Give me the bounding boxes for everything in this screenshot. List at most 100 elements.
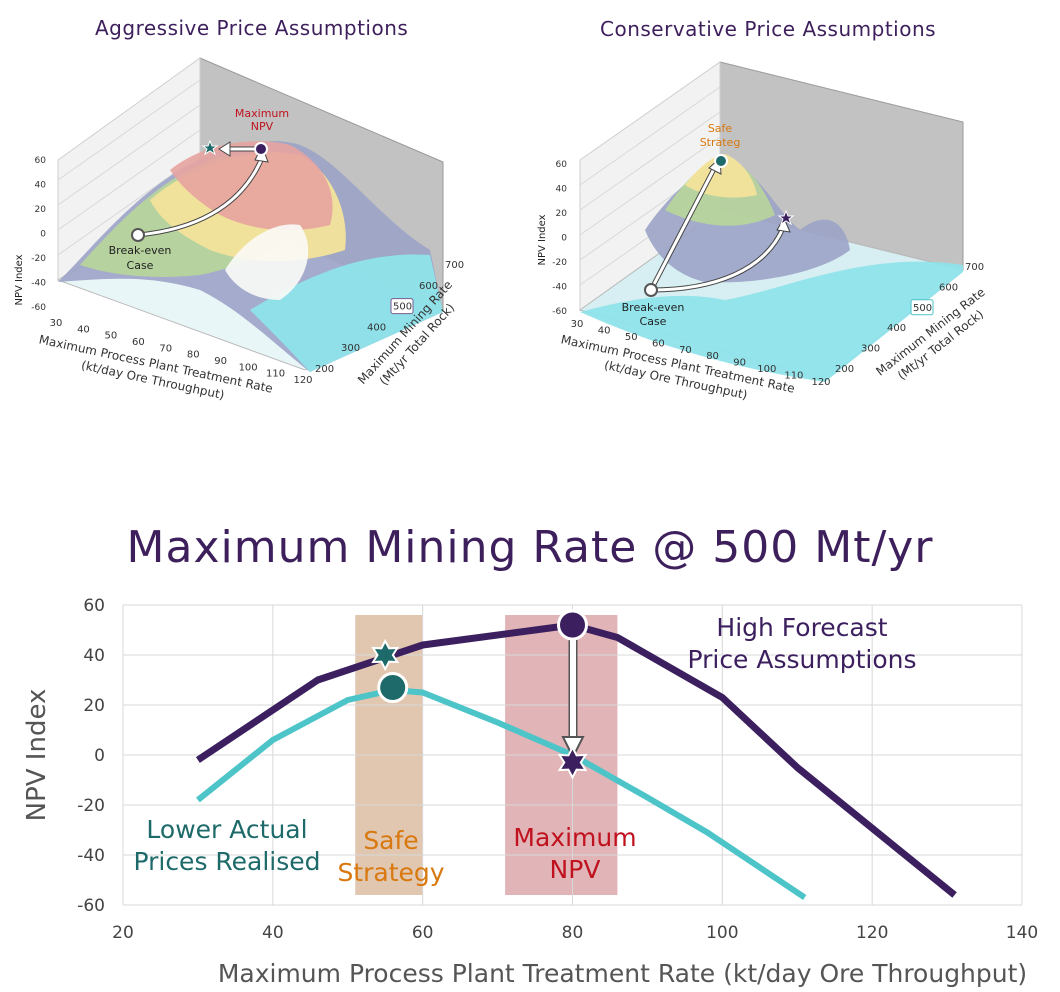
y-tick-label: 300 [861,344,880,355]
y-tick-label: 0 [94,746,105,766]
z-tick-label: 40 [35,181,47,191]
x-tick-label: 30 [571,319,584,330]
lower-actual-label-1: Lower Actual [146,815,307,844]
z-tick-label: -40 [552,283,567,293]
x-tick-label: 80 [706,351,719,362]
x-tick-label: 120 [811,377,830,388]
x-tick-label: 40 [77,324,90,335]
x-tick-label: 80 [562,923,584,943]
y-tick-label: 500 [393,302,412,313]
high-forecast-line [195,621,957,898]
z-tick-label: -20 [552,258,567,268]
x-tick-label: 80 [187,350,200,361]
z-tick-label: 0 [561,234,567,244]
x-tick-label: 30 [50,318,63,329]
chart-title: Maximum Mining Rate @ 500 Mt/yr [126,522,934,573]
y-tick-label: 400 [887,323,906,334]
highlight-tick-box [910,299,934,316]
break-even-annotation-2: Case [127,259,154,272]
max-npv-label-1: Maximum [513,823,636,852]
lower-actual-label-2: Prices Realised [133,847,320,876]
x-tick-label: 60 [132,337,145,348]
x-tick-label: 50 [105,331,118,342]
x-tick-label: 100 [757,364,776,375]
max-npv-marker [254,142,268,156]
z-tick-label: -40 [31,279,46,289]
max-npv-label-2: NPV [550,855,601,884]
y-tick-label: 400 [367,322,386,333]
x-tick-label: 120 [293,375,312,386]
x-tick-label: 40 [262,923,284,943]
x-tick-label: 100 [706,923,738,943]
z-tick-label: 20 [35,205,47,215]
max-npv-high-marker [557,609,588,641]
y-tick-label: 300 [341,343,360,354]
safe-annotation-2: Strateg [700,136,741,149]
x-tick-label: 40 [598,325,611,336]
x-tick-label: 50 [625,332,638,343]
high-forecast-label-1: High Forecast [716,613,887,642]
safe-marker [714,154,728,168]
y-tick-label: 20 [83,696,105,716]
x-tick-label: 70 [679,345,692,356]
surface-peak [170,141,333,231]
x-tick-label: 100 [239,362,258,373]
y-tick-label: 40 [83,646,105,666]
z-tick-label: 20 [556,209,568,219]
safe-annotation-1: Safe [708,122,733,135]
y-tick-label: 200 [835,364,854,375]
break-even-marker [644,283,658,297]
x-tick-label: 60 [412,923,434,943]
safe-strategy-label-1: Safe [363,826,418,855]
surface-cyan [250,254,443,372]
surface-white [225,224,309,300]
x-tick-label: 20 [112,923,134,943]
z-tick-label: -60 [552,307,567,317]
z-tick-label: 40 [556,185,568,195]
tl-zlabel: NPV Index [14,254,25,305]
x-tick-label: 140 [1006,923,1038,943]
break-even-annotation-1: Break-even [109,244,172,257]
max-npv-low-star [557,745,588,780]
z-tick-label: -20 [31,254,46,264]
safe-high-star [371,638,400,672]
max-npv-annotation-1: Maximum [235,107,289,120]
top-left-title: Aggressive Price Assumptions [95,16,409,40]
x-axis-label: Maximum Process Plant Treatment Rate (kt… [218,959,1027,988]
y-tick-label: 700 [445,260,464,271]
safe-star-marker [201,139,219,156]
y-tick-label: 500 [913,303,932,314]
x-tick-label: 90 [733,358,746,369]
y-tick-label: 60 [83,596,105,616]
max-npv-annotation-2: NPV [251,120,274,133]
z-tick-label: -60 [31,303,46,313]
highlight-tick-box [390,298,414,315]
safe-low-marker [377,672,409,703]
x-tick-label: 60 [652,338,665,349]
x-tick-label: 120 [856,923,888,943]
x-tick-label: 110 [784,371,803,382]
y-tick-label: 200 [315,364,334,375]
safe-strategy-label-2: Strategy [337,858,444,887]
z-tick-label: 60 [35,156,47,166]
break-even-marker [131,228,145,242]
tr-zlabel: NPV Index [537,214,548,265]
z-tick-label: 60 [556,160,568,170]
break-even-annotation-2: Case [640,315,667,328]
star-marker [777,209,795,226]
x-tick-label: 90 [214,356,227,367]
y-tick-label: -60 [77,896,105,916]
y-tick-label: -20 [77,796,105,816]
surface-cyan [580,261,963,382]
y-axis-label: NPV Index [22,689,52,822]
y-tick-label: 600 [939,282,958,293]
x-tick-label: 70 [159,343,172,354]
z-tick-label: 0 [40,230,46,240]
y-tick-label: 600 [419,281,438,292]
y-tick-label: -40 [77,846,105,866]
x-tick-label: 110 [266,369,285,380]
lower-actual-line [196,687,807,900]
high-forecast-label-2: Price Assumptions [687,645,916,674]
